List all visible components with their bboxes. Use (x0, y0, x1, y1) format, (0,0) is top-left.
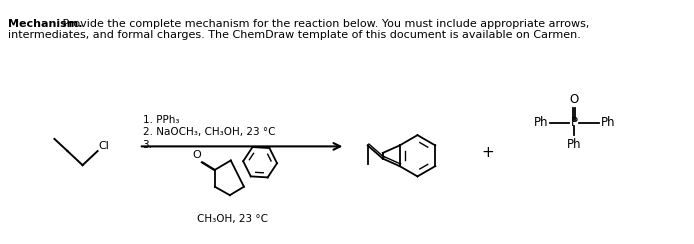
Text: 1. PPh₃: 1. PPh₃ (142, 115, 179, 125)
Text: Provide the complete mechanism for the reaction below. You must include appropri: Provide the complete mechanism for the r… (59, 19, 589, 29)
Text: Mechanism.: Mechanism. (8, 19, 82, 29)
Text: Ph: Ph (600, 116, 615, 129)
Text: intermediates, and formal charges. The ChemDraw template of this document is ava: intermediates, and formal charges. The C… (8, 30, 580, 40)
Text: Ph: Ph (567, 138, 582, 151)
Text: 3.: 3. (142, 140, 153, 150)
Text: Cl: Cl (99, 141, 110, 151)
Text: P: P (570, 116, 577, 129)
Text: O: O (192, 151, 201, 161)
Text: CH₃OH, 23 °C: CH₃OH, 23 °C (197, 214, 268, 224)
Text: O: O (570, 93, 579, 106)
Text: Ph: Ph (534, 116, 548, 129)
Text: +: + (482, 145, 494, 161)
Text: 2. NaOCH₃, CH₃OH, 23 °C: 2. NaOCH₃, CH₃OH, 23 °C (142, 127, 275, 137)
